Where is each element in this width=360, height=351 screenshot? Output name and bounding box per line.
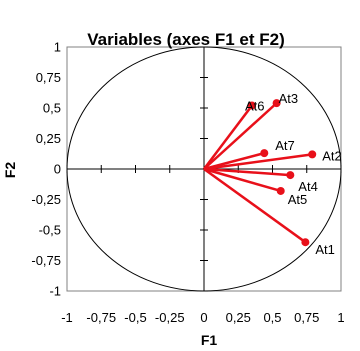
point-at2: [308, 150, 317, 159]
x-tick-label: 0,25: [226, 310, 251, 325]
point-at5: [276, 186, 285, 195]
point-at6: [247, 101, 256, 110]
x-tick-label: 1: [337, 310, 344, 325]
y-tick-label: 0,25: [36, 131, 61, 146]
label-at3: At3: [279, 91, 299, 106]
x-axis-title: F1: [201, 332, 218, 348]
vector-at6: [203, 104, 253, 170]
y-tick-label: -0,75: [31, 253, 61, 268]
y-tick-label: -0,5: [39, 223, 61, 238]
vector-at2: [203, 153, 313, 171]
vector-at4: [203, 167, 291, 177]
x-tick-label: -1: [61, 310, 73, 325]
vector-at1: [203, 167, 307, 244]
x-tick-label: 0,5: [263, 310, 281, 325]
label-at1: At1: [315, 242, 335, 257]
x-tick-label: -0,25: [155, 310, 185, 325]
y-axis-title: F2: [2, 162, 18, 179]
y-tick-label: 0,5: [43, 101, 61, 116]
y-tick-label: 1: [54, 40, 61, 55]
x-tick-label: 0: [200, 310, 207, 325]
x-tick-label: 0,75: [294, 310, 319, 325]
y-tick-label: 0: [54, 162, 61, 177]
x-tick-label: -0,5: [124, 310, 146, 325]
label-at2: At2: [322, 148, 342, 163]
vector-at5: [203, 167, 282, 193]
y-tick-label: 0,75: [36, 70, 61, 85]
variable-vectors: [203, 99, 317, 247]
chart-title: Variables (axes F1 et F2): [87, 30, 285, 49]
y-tick-label: -0,25: [31, 192, 61, 207]
point-at7: [260, 149, 269, 158]
label-at6: At6: [245, 99, 265, 114]
label-at4: At4: [298, 179, 318, 194]
point-at3: [272, 99, 281, 108]
y-tick-label: -1: [49, 284, 61, 299]
label-at7: At7: [275, 138, 295, 153]
vector-at7: [203, 151, 265, 171]
label-at5: At5: [288, 192, 308, 207]
y-tick-labels: 1 0,75 0,5 0,25 0 -0,25 -0,5 -0,75 -1: [31, 40, 61, 299]
vector-at3: [203, 102, 278, 170]
point-at1: [301, 238, 310, 247]
x-tick-labels: -1 -0,75 -0,5 -0,25 0 0,25 0,5 0,75 1: [61, 310, 344, 325]
point-at4: [286, 171, 295, 180]
x-tick-label: -0,75: [86, 310, 116, 325]
